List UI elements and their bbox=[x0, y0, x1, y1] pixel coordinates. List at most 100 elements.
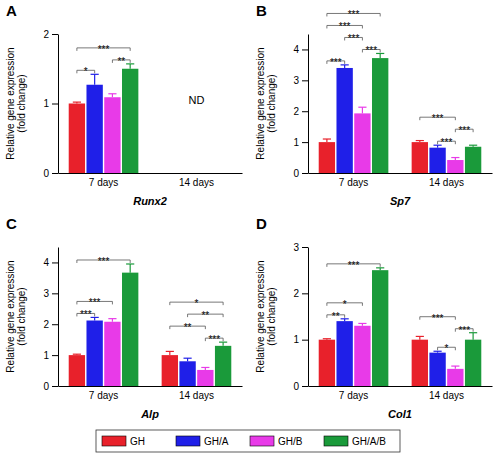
error-bar bbox=[376, 53, 384, 58]
x-tick: 14 days bbox=[429, 173, 464, 188]
plot: 012347 days14 daysAlpRelative gene expre… bbox=[5, 248, 243, 421]
bar bbox=[336, 321, 352, 386]
error-bar-cap bbox=[166, 351, 174, 352]
x-axis-title: Runx2 bbox=[133, 195, 167, 207]
y-tick: 3 bbox=[43, 288, 58, 299]
error-bar bbox=[341, 319, 349, 321]
significance-label: *** bbox=[348, 33, 360, 44]
bar bbox=[412, 340, 428, 386]
error-bar-cap bbox=[469, 145, 477, 146]
legend-entry: GH/B bbox=[250, 436, 303, 447]
panel-label: B bbox=[256, 2, 267, 19]
y-tick-mark bbox=[302, 293, 308, 294]
significance-label: *** bbox=[330, 57, 342, 68]
bar bbox=[354, 326, 370, 386]
error-bar bbox=[323, 338, 331, 340]
error-bar bbox=[108, 319, 116, 322]
error-bar-cap bbox=[108, 93, 116, 94]
x-tick-label: 14 days bbox=[179, 177, 214, 188]
y-axis: 0123 bbox=[293, 242, 308, 392]
legend-swatch bbox=[176, 436, 200, 446]
y-tick: 4 bbox=[43, 257, 58, 268]
error-bar-stem bbox=[473, 333, 474, 340]
y-axis-line bbox=[58, 248, 59, 387]
error-bar-cap bbox=[469, 332, 477, 333]
error-bar bbox=[416, 336, 424, 339]
error-bar bbox=[469, 145, 477, 147]
legend-entry: GH/A/B bbox=[324, 436, 386, 447]
error-bar-cap bbox=[183, 358, 191, 359]
y-axis-title: Relative gene expression(fold change) bbox=[255, 47, 277, 159]
error-bar-cap bbox=[73, 354, 81, 355]
y-tick: 1 bbox=[293, 137, 308, 148]
significance-label: * bbox=[84, 66, 88, 77]
significance-label: *** bbox=[98, 44, 110, 55]
panel: 012347 days14 daysAlpRelative gene expre… bbox=[5, 215, 243, 420]
annotations: ***************** bbox=[77, 256, 223, 345]
significance-label: *** bbox=[432, 313, 444, 324]
y-tick: 1 bbox=[43, 350, 58, 361]
error-bar-cap bbox=[323, 338, 331, 339]
legend-label: GH/A/B bbox=[352, 436, 386, 447]
marks bbox=[69, 64, 139, 173]
plot: 012347 days14 daysSp7Relative gene expre… bbox=[255, 9, 493, 207]
marks bbox=[319, 268, 482, 386]
y-tick: 2 bbox=[293, 106, 308, 117]
error-bar bbox=[451, 158, 459, 160]
y-tick-mark bbox=[302, 142, 308, 143]
x-tick: 14 days bbox=[179, 173, 214, 188]
x-axis: 7 days14 days bbox=[59, 386, 243, 401]
y-tick-mark bbox=[52, 293, 58, 294]
legend-entry: GH bbox=[102, 436, 145, 447]
error-bar-cap bbox=[323, 138, 331, 139]
bar bbox=[372, 270, 388, 386]
x-axis-title: Col1 bbox=[388, 408, 412, 420]
error-bar bbox=[451, 366, 459, 369]
y-tick-mark bbox=[52, 34, 58, 35]
y-tick: 0 bbox=[43, 168, 58, 179]
error-bar-stem bbox=[362, 107, 363, 113]
significance-label: * bbox=[343, 299, 347, 310]
y-tick-label: 4 bbox=[293, 44, 299, 55]
y-tick-label: 0 bbox=[43, 381, 49, 392]
significance-label: *** bbox=[348, 9, 360, 20]
x-tick-label: 14 days bbox=[429, 390, 464, 401]
y-tick: 0 bbox=[293, 381, 308, 392]
significance-label: *** bbox=[89, 297, 101, 308]
bar bbox=[215, 346, 231, 386]
y-tick-mark bbox=[302, 386, 308, 387]
error-bar-cap bbox=[416, 140, 424, 141]
y-tick: 2 bbox=[43, 319, 58, 330]
y-tick: 1 bbox=[293, 334, 308, 345]
significance-label: ** bbox=[117, 56, 125, 67]
figure: 0127 days14 daysRunx2Relative gene expre… bbox=[0, 0, 500, 456]
error-bar-cap bbox=[91, 74, 99, 75]
y-axis-line bbox=[308, 248, 309, 387]
error-bar bbox=[183, 358, 191, 361]
y-tick: 2 bbox=[293, 288, 308, 299]
error-bar-cap bbox=[358, 323, 366, 324]
error-bar bbox=[469, 333, 477, 340]
error-bar-cap bbox=[376, 53, 384, 54]
error-bar-cap bbox=[126, 263, 134, 264]
y-tick: 0 bbox=[293, 168, 308, 179]
bar bbox=[69, 104, 85, 174]
x-tick: 7 days bbox=[339, 386, 368, 401]
error-bar bbox=[358, 107, 366, 113]
plot: 0127 days14 daysRunx2Relative gene expre… bbox=[5, 29, 243, 207]
legend: GHGH/AGH/BGH/A/B bbox=[96, 430, 400, 452]
y-axis: 01234 bbox=[293, 35, 308, 179]
bar bbox=[372, 58, 388, 173]
error-bar bbox=[433, 351, 441, 352]
annotations: ************************ bbox=[327, 9, 473, 148]
panel-label: A bbox=[6, 2, 17, 19]
x-axis-line bbox=[309, 173, 493, 174]
marks bbox=[319, 53, 482, 173]
bar bbox=[465, 340, 481, 386]
y-tick-label: 4 bbox=[43, 257, 49, 268]
x-tick: 14 days bbox=[429, 386, 464, 401]
bar bbox=[104, 97, 120, 173]
bar bbox=[447, 160, 463, 173]
error-bar-cap bbox=[219, 342, 227, 343]
y-tick-mark bbox=[52, 104, 58, 105]
